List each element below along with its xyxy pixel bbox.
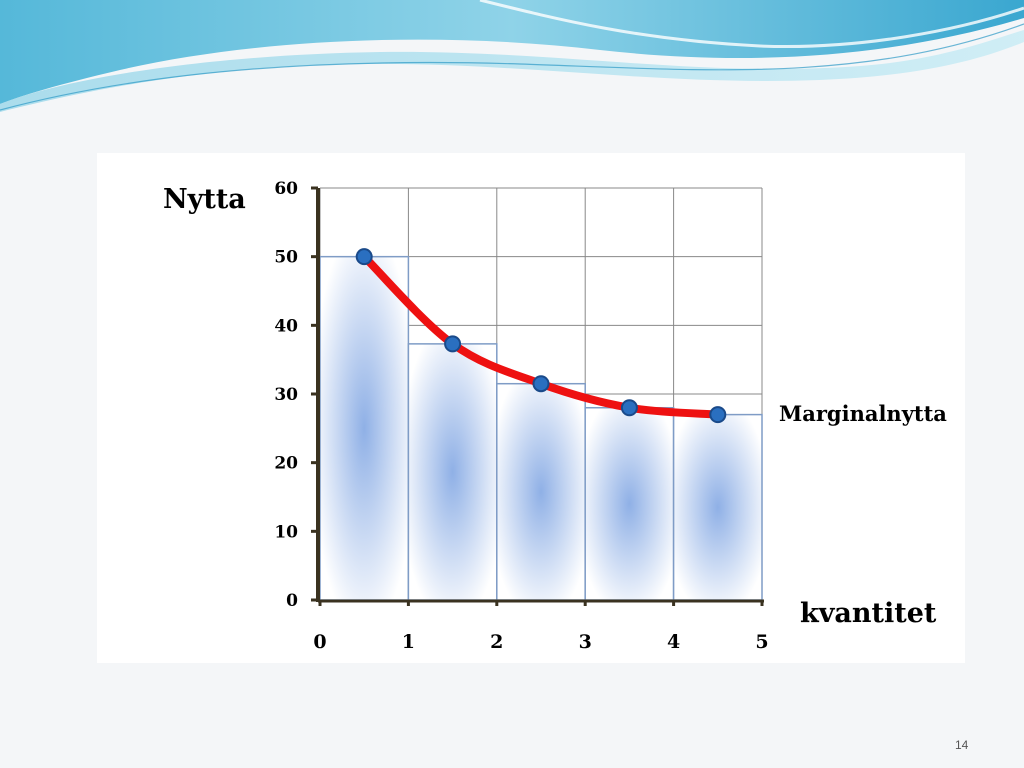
- series-label-marginalnytta: Marginalnytta: [779, 401, 947, 426]
- page-number: 14: [955, 738, 969, 752]
- y-axis-label: Nytta: [163, 184, 246, 215]
- x-tick-label: 2: [490, 631, 503, 653]
- y-tick-label: 40: [274, 316, 298, 336]
- bar-1: [319, 255, 410, 601]
- data-point-1: [355, 248, 373, 266]
- data-point-3: [532, 375, 550, 393]
- y-tick-label: 50: [274, 248, 298, 268]
- y-tick-label: 20: [274, 454, 298, 474]
- bar-4: [584, 406, 675, 601]
- data-point-4: [620, 399, 638, 417]
- x-tick-label: 3: [579, 631, 592, 653]
- x-tick-label: 0: [313, 631, 326, 653]
- x-axis-label: kvantitet: [800, 598, 937, 629]
- bar-5: [672, 413, 763, 601]
- bar-2: [407, 343, 498, 601]
- data-point-2: [444, 335, 462, 353]
- header-wave-decoration: [0, 0, 1024, 112]
- bar-3: [496, 382, 586, 601]
- y-tick-label: 30: [274, 385, 298, 405]
- x-tick-label: 1: [402, 631, 415, 653]
- y-tick-label: 10: [274, 522, 298, 542]
- y-tick-label: 60: [274, 179, 298, 199]
- x-tick-label: 4: [667, 631, 680, 653]
- x-tick-label: 5: [755, 631, 768, 653]
- data-point-5: [709, 406, 727, 424]
- y-tick-label: 0: [286, 591, 298, 611]
